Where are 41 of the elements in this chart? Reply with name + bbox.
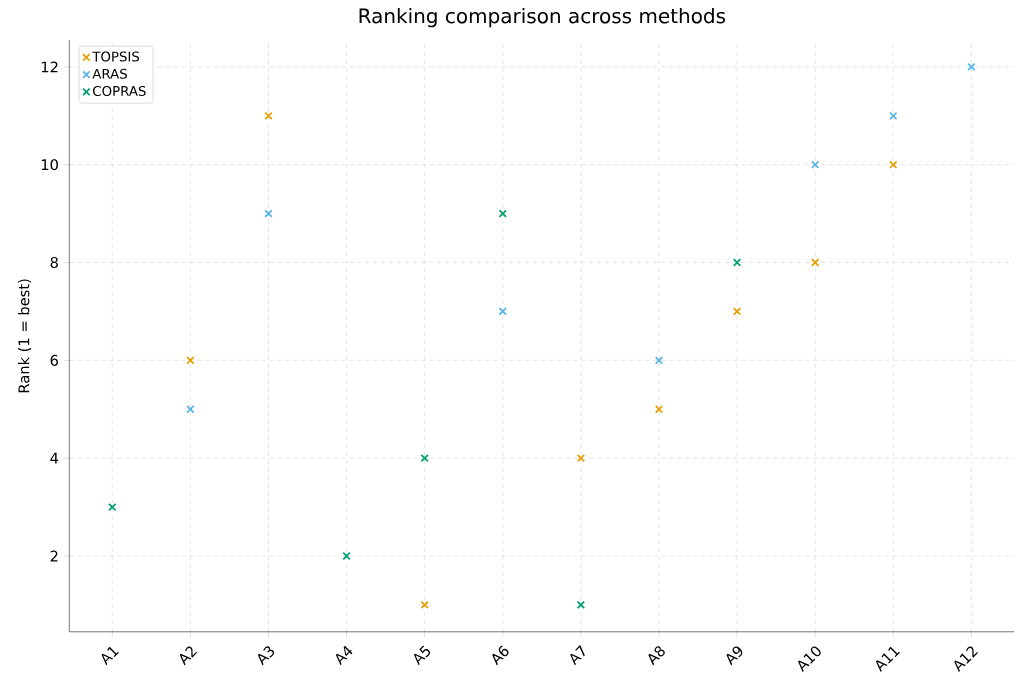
point [654, 355, 664, 365]
chart-title: Ranking comparison across methods [359, 7, 726, 28]
x-tick-label: A8 [648, 645, 665, 666]
x-tick-label: A9 [726, 646, 743, 666]
y-tick-label: 4 [50, 452, 59, 464]
point [811, 258, 820, 267]
point [498, 307, 507, 316]
y-tick-label: 12 [41, 61, 58, 73]
point [108, 502, 117, 512]
y-tick-label: 2 [50, 550, 58, 562]
point [732, 307, 742, 316]
point [732, 258, 742, 267]
point [420, 453, 429, 463]
point [967, 62, 976, 71]
point [889, 111, 898, 120]
x-tick-label: A5 [413, 645, 431, 666]
legend-label: COPRAS [93, 85, 146, 96]
x-tick-label: A3 [257, 646, 275, 666]
point [342, 551, 351, 560]
x-tick-label: A4 [335, 645, 353, 666]
x-tick-label: A1 [101, 646, 119, 666]
legend-label: TOPSIS [92, 51, 140, 62]
point [498, 209, 507, 218]
point [186, 404, 195, 414]
y-tick-label: 6 [50, 354, 58, 366]
x-tick-label: A2 [179, 646, 198, 666]
point [420, 600, 429, 609]
point [264, 209, 273, 218]
y-axis-title: Rank (1 = best) [18, 279, 32, 392]
y-tick-label: 10 [41, 158, 58, 171]
point [576, 600, 586, 609]
legend-label: ARAS [92, 68, 127, 79]
x-tick-label: A7 [570, 644, 585, 666]
y-tick-label: 8 [50, 256, 58, 268]
point [264, 111, 273, 120]
point [811, 160, 820, 169]
x-tick-label: A6 [492, 645, 509, 666]
point [889, 160, 898, 169]
point [576, 453, 586, 463]
point [186, 355, 195, 365]
point [654, 404, 664, 414]
